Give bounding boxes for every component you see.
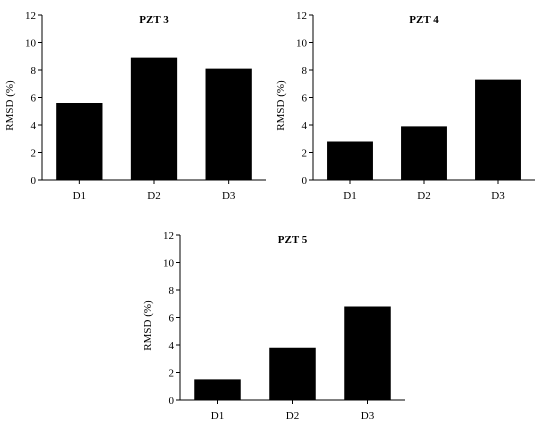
pzt-3-y-tick-label: 4 [31, 120, 37, 132]
pzt-4-x-tick-label-d3: D3 [491, 190, 505, 202]
pzt-5-y-tick-label: 12 [163, 230, 174, 242]
pzt-5-bar-d1 [194, 379, 241, 401]
pzt-3-y-tick-label: 12 [25, 10, 36, 22]
pzt-5-y-tick-label: 6 [169, 313, 175, 325]
pzt-5-x-tick-label-d2: D2 [286, 410, 299, 422]
pzt-4-bar-d3 [475, 79, 521, 180]
pzt-3-y-tick-label: 10 [25, 38, 37, 50]
pzt-5-y-tick-label: 8 [169, 285, 175, 297]
pzt-3-x-tick-label-d1: D1 [73, 190, 86, 202]
pzt-4-bar-d2 [401, 126, 447, 181]
pzt-4-y-tick-label: 6 [302, 93, 308, 105]
pzt-4-x-tick-label-d1: D1 [343, 190, 356, 202]
pzt-3-bar-d3 [205, 68, 252, 180]
pzt-5-y-axis-title: RMSD (%) [142, 300, 154, 351]
pzt-3-chart: 0 2 4 6 8 10 12 D1 D2 D3 PZT 3 RMSD (%) [4, 10, 266, 202]
pzt-4-y-tick-label: 2 [302, 148, 308, 160]
pzt-4-title: PZT 4 [409, 14, 439, 26]
pzt-3-y-tick-label: 0 [31, 175, 37, 187]
pzt-5-y-tick-label: 0 [169, 395, 175, 407]
pzt-4-y-tick-label: 4 [302, 120, 308, 132]
pzt-4-y-axis-title: RMSD (%) [275, 80, 287, 131]
pzt-5-x-tick-label-d1: D1 [211, 410, 224, 422]
pzt-5-y-tick-label: 10 [163, 258, 175, 270]
pzt-4-chart: 0 2 4 6 8 10 12 D1 D2 D3 PZT 4 RMSD (%) [275, 10, 535, 202]
pzt-5-bar-d3 [344, 306, 391, 400]
pzt-5-chart: 0 2 4 6 8 10 12 D1 D2 D3 PZT 5 RMSD (%) [142, 230, 405, 422]
pzt-5-bar-d2 [269, 347, 316, 400]
pzt-4-y-tick-label: 8 [302, 65, 308, 77]
pzt-3-y-axis-title: RMSD (%) [4, 80, 16, 131]
pzt-3-bar-d1 [56, 103, 103, 180]
pzt-3-y-tick-label: 2 [31, 148, 37, 160]
pzt-5-y-tick-label: 4 [169, 340, 175, 352]
pzt-4-y-tick-label: 10 [296, 38, 308, 50]
pzt-4-x-tick-label-d2: D2 [417, 190, 430, 202]
pzt-4-y-tick-label: 12 [296, 10, 307, 22]
pzt-3-y-tick-label: 6 [31, 93, 37, 105]
pzt-3-title: PZT 3 [139, 14, 169, 26]
pzt-5-title: PZT 5 [278, 234, 308, 246]
pzt-5-y-tick-label: 2 [169, 368, 175, 380]
pzt-3-x-tick-label-d3: D3 [222, 190, 236, 202]
pzt-4-bar-d1 [327, 141, 373, 180]
pzt-3-y-tick-label: 8 [31, 65, 37, 77]
pzt-5-x-tick-label-d3: D3 [361, 410, 375, 422]
pzt-3-bar-d2 [130, 57, 178, 181]
pzt-3-x-tick-label-d2: D2 [147, 190, 160, 202]
pzt-4-y-tick-label: 0 [302, 175, 308, 187]
